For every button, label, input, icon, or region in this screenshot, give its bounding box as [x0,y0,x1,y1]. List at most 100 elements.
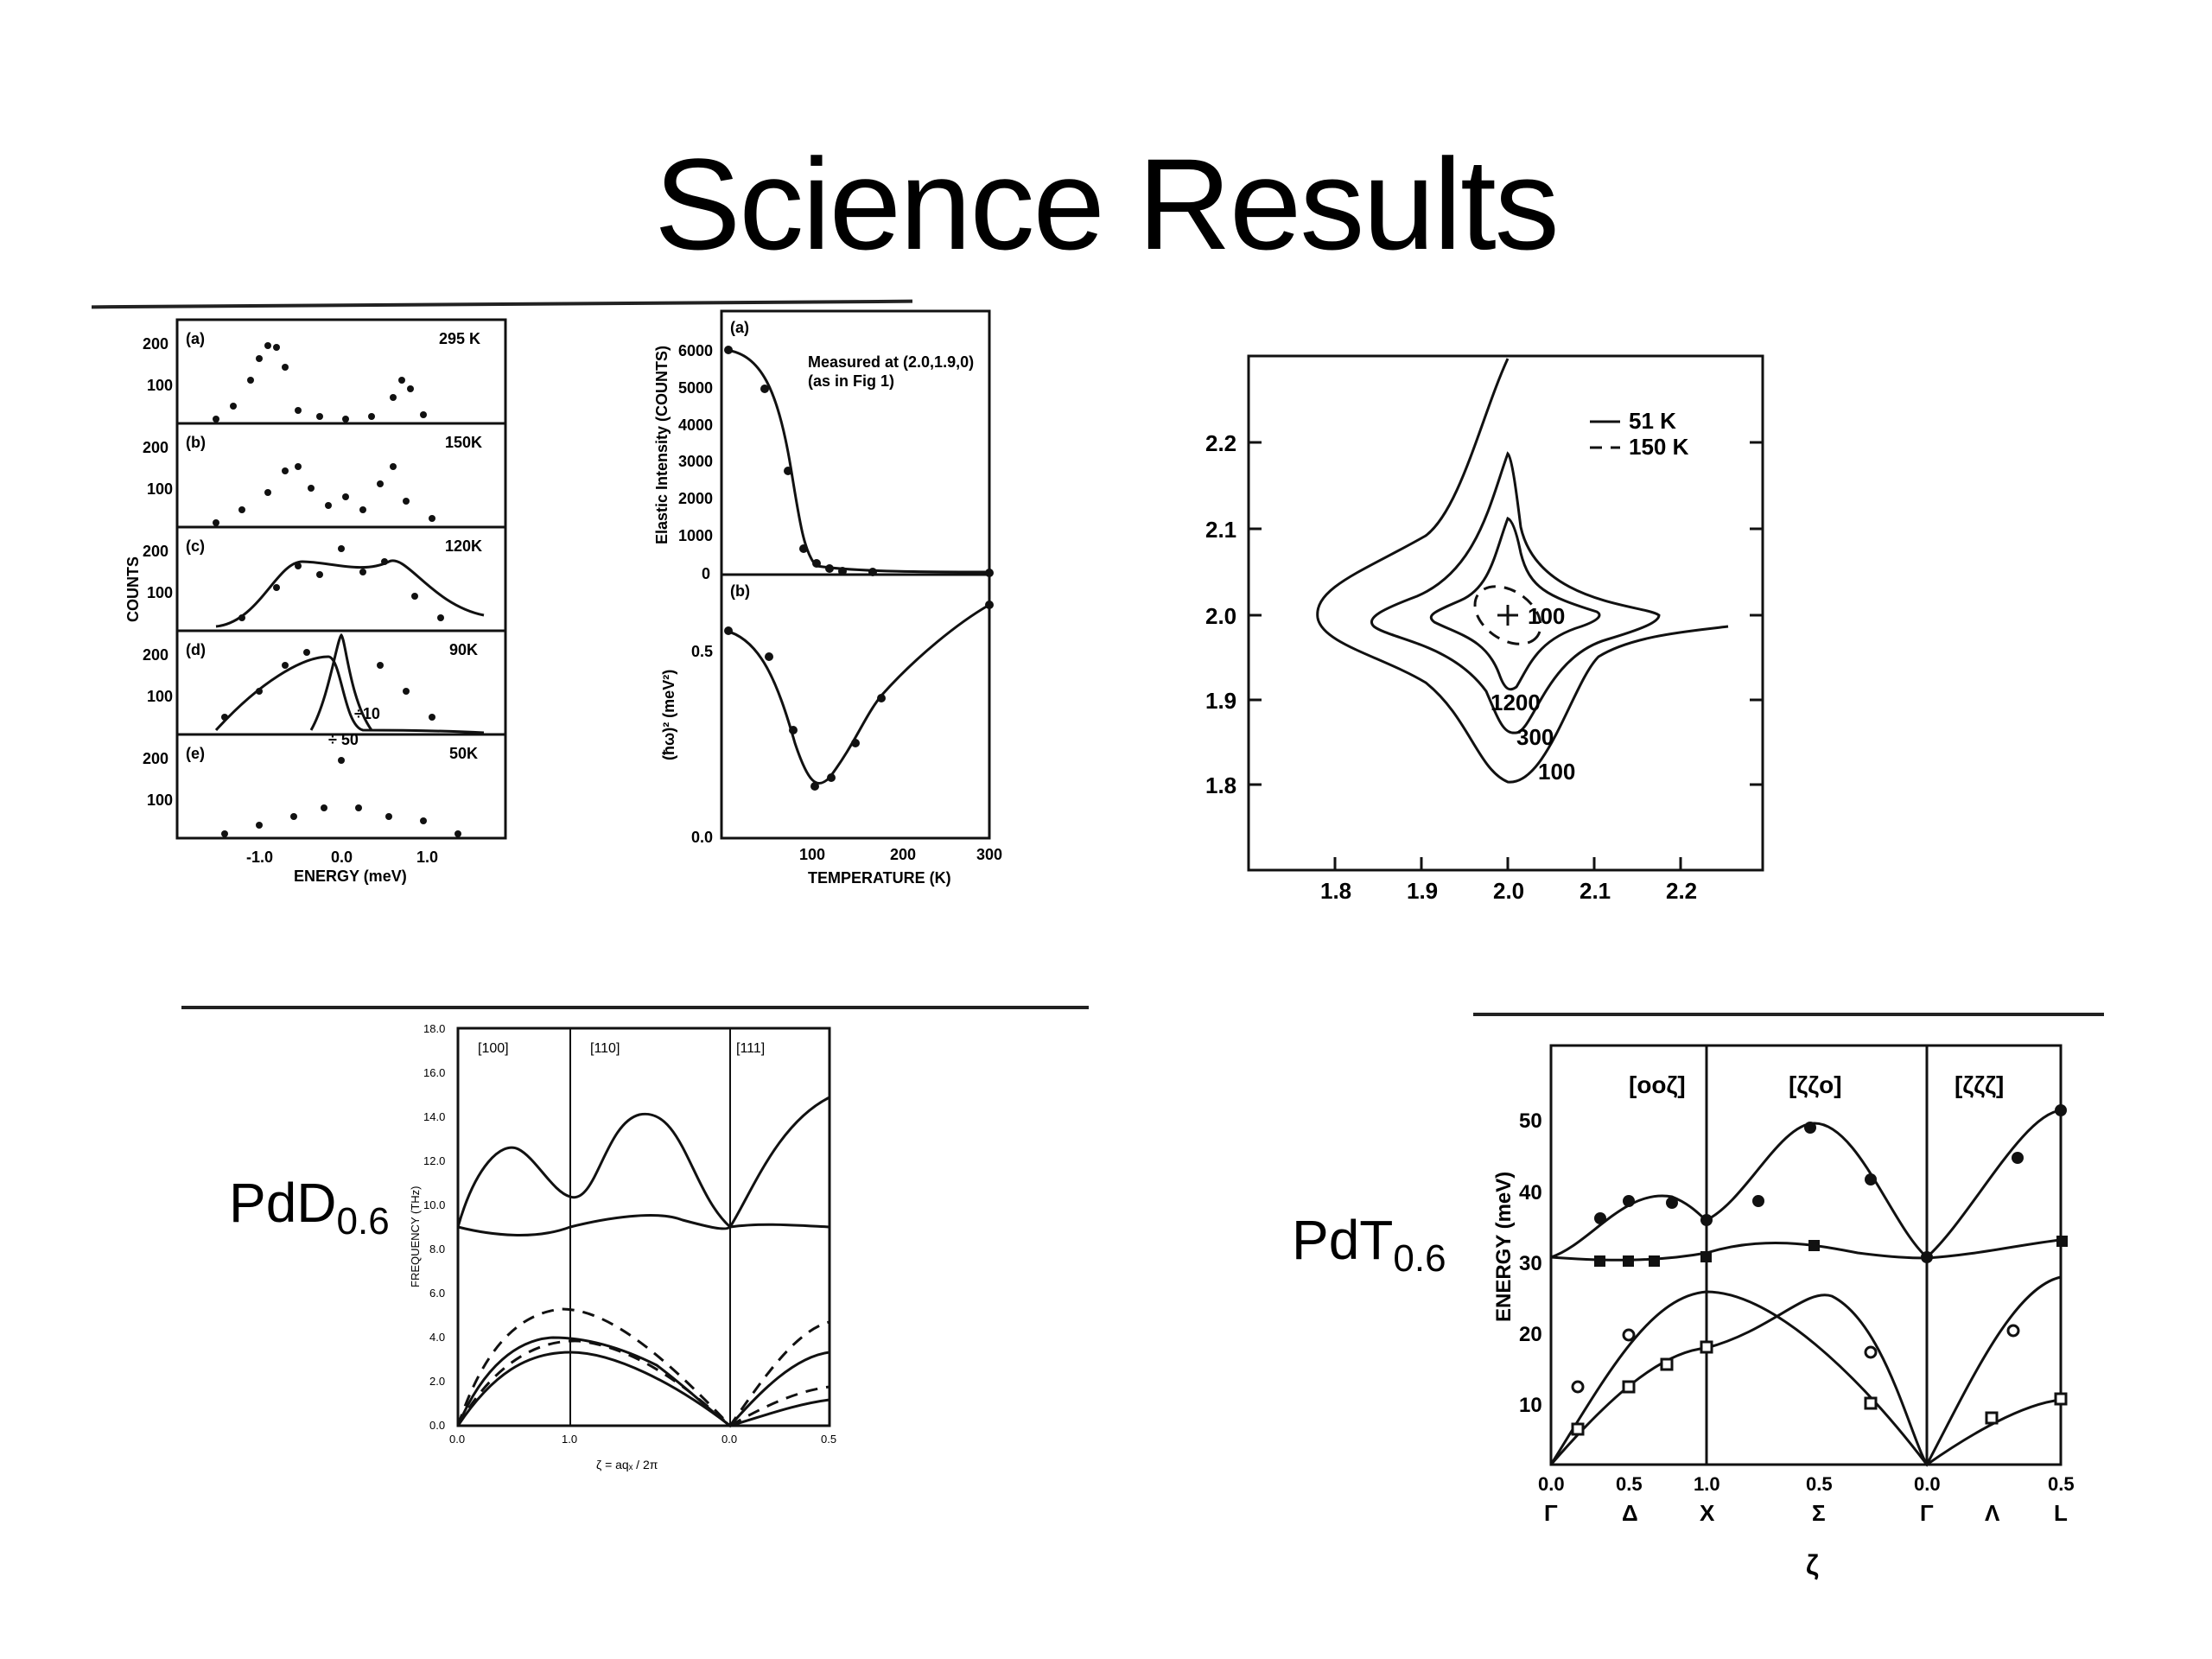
fig2-ytick-a-5: 1000 [678,527,713,544]
fig4-ytick-6: 6.0 [429,1287,445,1300]
fig4-optic-1 [456,1096,830,1230]
fig5-ylabel: ENERGY (meV) [1492,1172,1516,1322]
fig5-xtick-2: 1.0 [1694,1473,1720,1495]
fig2-ytick-a-6: 0 [702,565,710,582]
panel-d-temp: 90K [449,641,478,658]
fig5-point-l: L [2054,1500,2068,1526]
fig5-point-sigma: Σ [1812,1500,1826,1526]
fig4-ylabel: FREQUENCY (THz) [409,1186,422,1287]
spectra-panels [175,318,507,840]
fig5-point-gamma-2: Γ [1920,1500,1934,1526]
slide-title: Science Results [654,131,1560,276]
ytick-e-100: 100 [147,791,173,809]
fig5-ytick-4: 10 [1519,1394,1542,1417]
fig5-ytick-0: 50 [1519,1109,1542,1133]
fig5-points-filled [1594,1104,2068,1267]
fig5-ac-2 [1549,1294,2062,1467]
fig3-ytick-3: 1.9 [1205,688,1236,714]
fig4-dir-1: [110] [590,1041,620,1056]
fig4-xtick-2: 0.0 [721,1433,737,1446]
label-pdd: PdD0.6 [229,1172,390,1243]
fig2-ytick-a-0: 6000 [678,342,713,359]
fig2-xtick-0: 100 [799,846,825,863]
fig2-ytick-a-4: 2000 [678,490,713,507]
fig2-ytick-b-0: 0.5 [691,643,713,660]
fig5-point-gamma-1: Γ [1544,1500,1558,1526]
label-pdt: PdT0.6 [1292,1209,1446,1280]
ytick-b-200: 200 [143,439,168,456]
fig4-ytick-2: 14.0 [423,1110,445,1123]
contour-ticks [1249,441,1763,870]
spectra-points [213,342,461,837]
contour-300 [1370,451,1661,734]
panel-d-tag: (d) [186,641,206,658]
fig4-ytick-1: 16.0 [423,1066,445,1079]
fig4-yticks: 18.0 16.0 14.0 12.0 10.0 8.0 6.0 4.0 2.0… [423,1022,445,1432]
fig5-dir-1: [ζζo] [1789,1071,1842,1098]
fig2-xtick-2: 300 [976,846,1002,863]
fig4-xtick-1: 1.0 [562,1433,577,1446]
fig1-xtick-1: -1.0 [246,849,273,866]
ytick-c-100: 100 [147,584,173,601]
ytick-d-200: 200 [143,646,168,664]
ytick-c-200: 200 [143,543,168,560]
spectra-fit-d2 [309,632,373,731]
fig1-xlabel: ENERGY (meV) [294,868,407,885]
contour-outer [1316,358,1729,784]
panel-c-temp: 120K [445,537,482,555]
panel-a-temp: 295 K [439,330,480,347]
panel-b-temp: 150K [445,434,482,451]
fig5-ytick-3: 20 [1519,1323,1542,1346]
fig5-point-lambda: Λ [1985,1500,2000,1526]
fig4-dir-2: [111] [736,1041,765,1056]
fig5-xtick-1: 0.5 [1616,1473,1643,1495]
legend-solid: 51 K [1629,408,1676,434]
fig2-ytick-b-1: 0.0 [691,829,713,846]
fig5-xtick-0: 0.0 [1538,1473,1565,1495]
fig4-xtick-3: 0.5 [821,1433,836,1446]
fig2-panel-b: (b) [730,582,750,600]
fig3-xtick-4: 2.2 [1666,878,1697,904]
fig4-ytick-0: 18.0 [423,1022,445,1035]
panel-e-note: ÷ 50 [328,731,359,748]
fig5-point-x: X [1700,1500,1715,1526]
contour-label-300: 300 [1516,724,1554,750]
contour-150k [1473,585,1542,645]
spectra-fit-d1 [214,655,485,734]
contour-label-1200: 1200 [1491,690,1541,715]
contour-label-100-outer: 100 [1538,759,1575,785]
fig1-xtick-2: 0.0 [331,849,353,866]
panel-b-tag: (b) [186,434,206,451]
fig2-xtick-1: 200 [890,846,916,863]
fig4-ac-1 [456,1336,830,1427]
fig2-ylabel-a: Elastic Intensity (COUNTS) [653,346,671,544]
fig5-points-open [1571,1324,2068,1436]
fig3-xtick-1: 1.9 [1407,878,1438,904]
fig5-dir-0: [ooζ] [1629,1071,1686,1098]
panel-e-tag: (e) [186,745,205,762]
fig3-ytick-2: 2.0 [1205,603,1236,629]
fig3-ytick-0: 2.2 [1205,430,1236,456]
fig2-ylabel-b: (ħω)² (meV²) [660,670,677,760]
fig3-xtick-3: 2.1 [1580,878,1611,904]
fig5-xtick-4: 0.0 [1914,1473,1941,1495]
ytick-b-100: 100 [147,480,173,498]
fig2-curve-a [725,348,990,574]
fig4-dir-0: [100] [478,1041,509,1056]
fig2-note2: (as in Fig 1) [808,372,894,390]
fig4-ytick-7: 4.0 [429,1331,445,1344]
fig4-ytick-3: 12.0 [423,1154,445,1167]
fig2-note1: Measured at (2.0,1.9,0) [808,353,974,371]
fig5-ytick-2: 30 [1519,1252,1542,1275]
fig5-ac-1 [1549,1275,2062,1467]
contour-1200 [1429,517,1601,691]
fig4-ac-2 [456,1351,830,1427]
fig3-ytick-1: 2.1 [1205,517,1236,543]
fig2-ytick-a-1: 5000 [678,379,713,397]
divider-bottom-right [1473,1013,2104,1016]
panel-a-tag: (a) [186,330,205,347]
fig3-ytick-4: 1.8 [1205,772,1236,798]
fig4-optic-2 [457,1214,830,1236]
panel-c-tag: (c) [186,537,205,555]
